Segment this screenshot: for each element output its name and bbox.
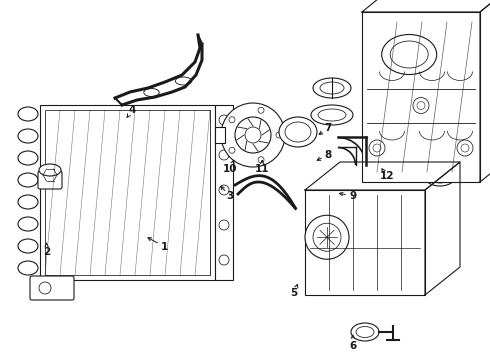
Text: 7: 7	[324, 123, 332, 133]
Circle shape	[229, 147, 235, 153]
Bar	[215, 105, 233, 280]
Ellipse shape	[351, 323, 379, 341]
Ellipse shape	[356, 327, 374, 338]
Circle shape	[219, 255, 229, 265]
Text: 4: 4	[128, 105, 136, 115]
Circle shape	[313, 223, 341, 251]
Text: 3: 3	[227, 191, 234, 201]
Circle shape	[417, 102, 425, 109]
Circle shape	[457, 140, 473, 156]
Text: 9: 9	[349, 191, 356, 201]
Circle shape	[221, 103, 285, 167]
Circle shape	[219, 185, 229, 195]
Circle shape	[305, 215, 349, 259]
Ellipse shape	[144, 89, 159, 96]
Text: 11: 11	[255, 164, 270, 174]
Ellipse shape	[311, 105, 353, 125]
Ellipse shape	[18, 107, 38, 121]
Bar	[362, 12, 480, 182]
Ellipse shape	[430, 171, 450, 183]
Circle shape	[413, 98, 429, 113]
Ellipse shape	[18, 217, 38, 231]
Ellipse shape	[285, 122, 311, 142]
Circle shape	[258, 107, 264, 113]
Circle shape	[245, 127, 261, 143]
Ellipse shape	[18, 261, 38, 275]
Bar	[45, 110, 210, 275]
Text: 1: 1	[161, 242, 168, 252]
Ellipse shape	[18, 173, 38, 187]
Circle shape	[373, 144, 381, 152]
Text: 12: 12	[380, 171, 394, 181]
Circle shape	[258, 157, 264, 163]
Text: 10: 10	[223, 164, 238, 174]
Ellipse shape	[18, 239, 38, 253]
Ellipse shape	[175, 77, 192, 85]
Ellipse shape	[382, 35, 437, 75]
Bar	[40, 105, 215, 280]
Circle shape	[39, 282, 51, 294]
Circle shape	[219, 150, 229, 160]
Circle shape	[219, 220, 229, 230]
Ellipse shape	[18, 195, 38, 209]
FancyBboxPatch shape	[30, 276, 74, 300]
Circle shape	[276, 132, 282, 138]
Circle shape	[369, 140, 385, 156]
FancyBboxPatch shape	[38, 171, 62, 189]
Ellipse shape	[313, 78, 351, 98]
Text: 6: 6	[349, 341, 356, 351]
Ellipse shape	[390, 41, 428, 68]
Text: 2: 2	[43, 247, 50, 257]
Circle shape	[229, 117, 235, 123]
Ellipse shape	[425, 168, 455, 186]
Ellipse shape	[279, 117, 317, 147]
Circle shape	[219, 115, 229, 125]
Ellipse shape	[318, 109, 346, 121]
Circle shape	[235, 117, 271, 153]
Bar	[215, 127, 225, 143]
Ellipse shape	[320, 82, 344, 94]
Ellipse shape	[18, 151, 38, 165]
Text: 5: 5	[291, 288, 297, 298]
Bar	[305, 190, 425, 295]
Ellipse shape	[39, 164, 61, 176]
Text: 8: 8	[325, 150, 332, 160]
Circle shape	[461, 144, 469, 152]
Ellipse shape	[18, 129, 38, 143]
